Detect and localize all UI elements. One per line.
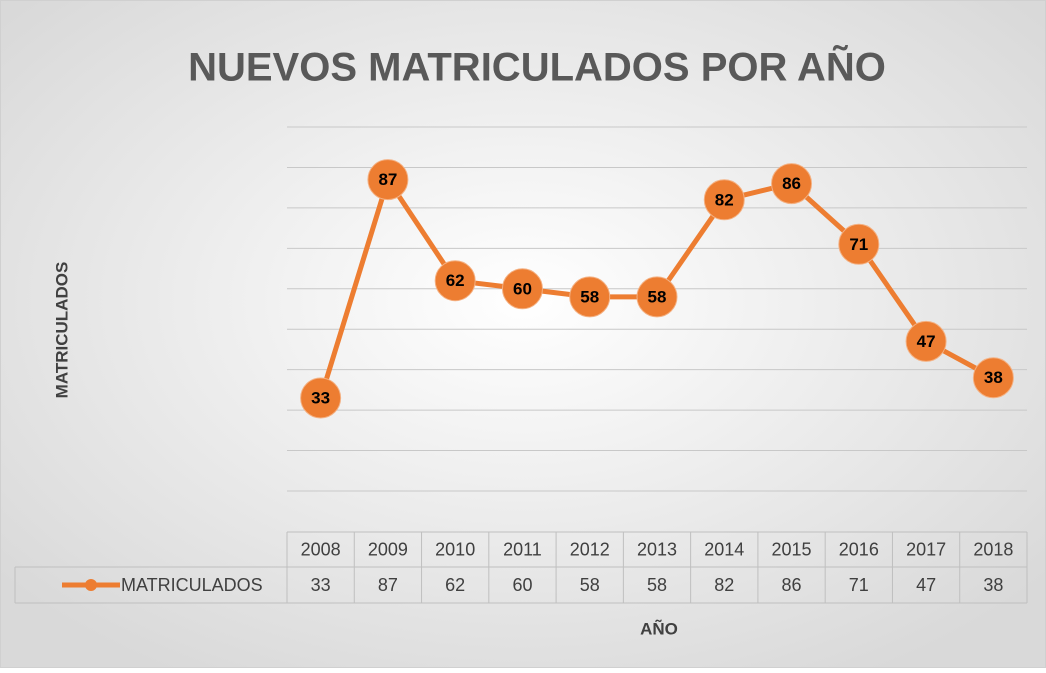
table-value: 38 (983, 575, 1003, 595)
data-label: 87 (378, 170, 397, 189)
data-label: 38 (984, 368, 1003, 387)
legend-marker (85, 579, 97, 591)
table-value: 60 (512, 575, 532, 595)
table-category: 2015 (772, 539, 812, 559)
data-label: 47 (917, 332, 936, 351)
table-value: 58 (647, 575, 667, 595)
marker (905, 320, 947, 362)
table-value: 82 (714, 575, 734, 595)
marker (703, 179, 745, 221)
table-category: 2012 (570, 539, 610, 559)
y-axis-label: MATRICULADOS (52, 262, 71, 399)
table-value: 33 (311, 575, 331, 595)
legend-label: MATRICULADOS (121, 575, 263, 595)
marker (771, 163, 813, 205)
marker (636, 276, 678, 318)
data-label: 60 (513, 279, 532, 298)
data-label: 62 (446, 271, 465, 290)
marker (434, 260, 476, 302)
table-value: 58 (580, 575, 600, 595)
marker (300, 377, 342, 419)
marker (569, 276, 611, 318)
marker (367, 159, 409, 201)
table-category: 2016 (839, 539, 879, 559)
table-value: 71 (849, 575, 869, 595)
table-category: 2013 (637, 539, 677, 559)
marker (501, 268, 543, 310)
table-category: 2010 (435, 539, 475, 559)
data-label: 86 (782, 174, 801, 193)
table-category: 2018 (973, 539, 1013, 559)
table-value: 62 (445, 575, 465, 595)
data-label: 82 (715, 190, 734, 209)
x-axis-label: AÑO (640, 618, 678, 638)
chart-title: NUEVOS MATRICULADOS POR AÑO (188, 44, 886, 90)
table-category: 2011 (503, 539, 542, 559)
table-category: 2009 (368, 539, 408, 559)
table-value: 47 (916, 575, 936, 595)
data-label: 58 (580, 287, 599, 306)
table-value: 87 (378, 575, 398, 595)
table-category: 2014 (704, 539, 744, 559)
data-label: 33 (311, 388, 330, 407)
table-category: 2017 (906, 539, 946, 559)
marker (838, 223, 880, 265)
table-category: 2008 (301, 539, 341, 559)
table-value: 86 (782, 575, 802, 595)
data-label: 71 (849, 235, 868, 254)
data-label: 58 (648, 287, 667, 306)
marker (972, 357, 1014, 399)
